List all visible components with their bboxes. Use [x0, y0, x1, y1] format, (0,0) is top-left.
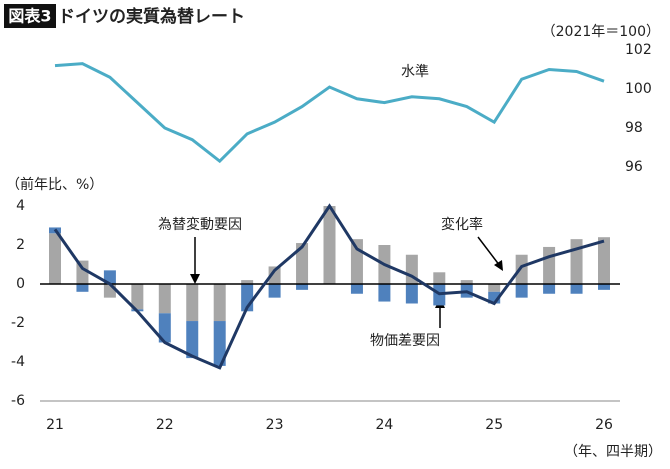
y-tick-label: 100	[625, 81, 652, 97]
arrow-head	[190, 274, 200, 284]
bar	[241, 280, 254, 284]
top-series-label: 水準	[401, 64, 429, 80]
x-tick-label: 21	[46, 417, 64, 433]
bar	[76, 284, 89, 292]
title: ドイツの実質為替レート	[58, 6, 245, 27]
annotation: 為替変動要因	[158, 216, 242, 233]
level-line	[54, 62, 605, 164]
arrow	[477, 236, 501, 267]
y-tick-label: -2	[11, 315, 25, 331]
x-tick-label: 26	[595, 417, 613, 433]
bar	[186, 321, 199, 359]
bar	[131, 284, 144, 310]
bar	[543, 284, 556, 294]
bar	[598, 284, 610, 290]
x-tick-label: 22	[156, 417, 174, 433]
y-tick-label: 96	[625, 159, 643, 175]
bar	[598, 237, 610, 284]
bar	[488, 284, 501, 292]
bar	[158, 313, 171, 343]
badge-box	[4, 4, 56, 28]
bar	[268, 284, 281, 298]
bar	[460, 280, 473, 284]
bar	[488, 291, 501, 304]
bar	[543, 246, 556, 284]
top-unit: （2021年＝100）	[542, 24, 660, 40]
bar	[515, 284, 528, 298]
bar	[296, 284, 309, 290]
bar	[378, 284, 391, 302]
bar	[570, 284, 583, 294]
annotation: 変化率	[441, 216, 483, 233]
x-unit: （年、四半期）	[564, 444, 662, 460]
bar	[296, 243, 309, 284]
x-tick-label: 24	[375, 417, 393, 433]
y-tick-label: -6	[11, 393, 25, 409]
y-tick-label: 2	[16, 237, 25, 253]
x-tick-label: 25	[485, 417, 503, 433]
bar	[433, 272, 446, 284]
y-tick-label: -4	[11, 354, 25, 370]
bar	[350, 284, 363, 294]
badge: 図表3	[8, 7, 51, 26]
y-tick-label: 0	[16, 276, 25, 292]
bar	[323, 206, 336, 284]
arrow-head	[494, 260, 503, 271]
bar	[213, 321, 226, 366]
bar	[158, 284, 171, 314]
bottom-unit: （前年比、%）	[6, 176, 103, 193]
bar	[186, 284, 199, 322]
bar	[515, 254, 528, 284]
y-tick-label: 102	[625, 42, 652, 58]
bar	[213, 284, 226, 322]
y-tick-label: 98	[625, 120, 643, 136]
bar	[350, 239, 363, 284]
x-tick-label: 23	[266, 417, 284, 433]
bar	[405, 284, 418, 304]
bar	[268, 266, 281, 284]
annotation: 物価差要因	[370, 333, 440, 349]
y-tick-label: 4	[16, 198, 25, 214]
change-line	[53, 203, 605, 370]
bar	[49, 233, 61, 284]
bar	[570, 239, 583, 284]
